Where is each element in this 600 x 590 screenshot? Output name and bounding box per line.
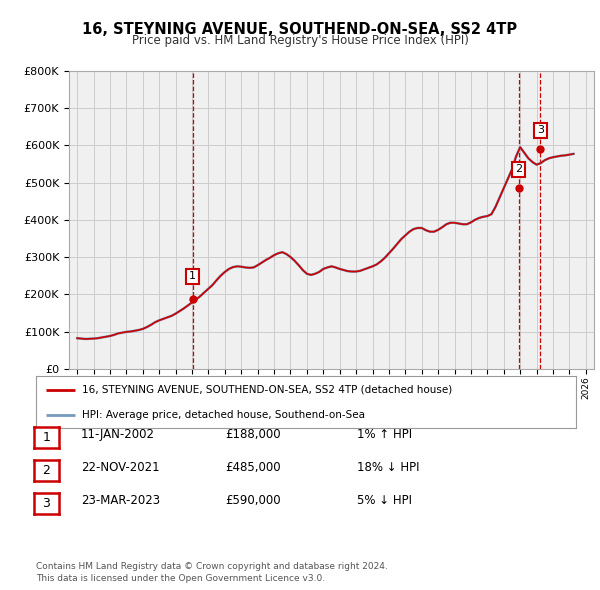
Text: 11-JAN-2002: 11-JAN-2002 <box>81 428 155 441</box>
Text: 18% ↓ HPI: 18% ↓ HPI <box>357 461 419 474</box>
Text: 22-NOV-2021: 22-NOV-2021 <box>81 461 160 474</box>
Text: 3: 3 <box>42 497 50 510</box>
Text: £590,000: £590,000 <box>225 494 281 507</box>
Text: 16, STEYNING AVENUE, SOUTHEND-ON-SEA, SS2 4TP (detached house): 16, STEYNING AVENUE, SOUTHEND-ON-SEA, SS… <box>82 385 452 395</box>
Text: £188,000: £188,000 <box>225 428 281 441</box>
Text: 1: 1 <box>189 271 196 281</box>
Text: 1: 1 <box>42 431 50 444</box>
Text: 1% ↑ HPI: 1% ↑ HPI <box>357 428 412 441</box>
Text: 16, STEYNING AVENUE, SOUTHEND-ON-SEA, SS2 4TP: 16, STEYNING AVENUE, SOUTHEND-ON-SEA, SS… <box>82 22 518 37</box>
Text: 23-MAR-2023: 23-MAR-2023 <box>81 494 160 507</box>
Text: HPI: Average price, detached house, Southend-on-Sea: HPI: Average price, detached house, Sout… <box>82 410 365 419</box>
Text: 2: 2 <box>515 165 522 175</box>
Text: 5% ↓ HPI: 5% ↓ HPI <box>357 494 412 507</box>
Text: 3: 3 <box>537 126 544 135</box>
Text: Price paid vs. HM Land Registry's House Price Index (HPI): Price paid vs. HM Land Registry's House … <box>131 34 469 47</box>
Text: 2: 2 <box>42 464 50 477</box>
Text: £485,000: £485,000 <box>225 461 281 474</box>
Text: Contains HM Land Registry data © Crown copyright and database right 2024.
This d: Contains HM Land Registry data © Crown c… <box>36 562 388 583</box>
